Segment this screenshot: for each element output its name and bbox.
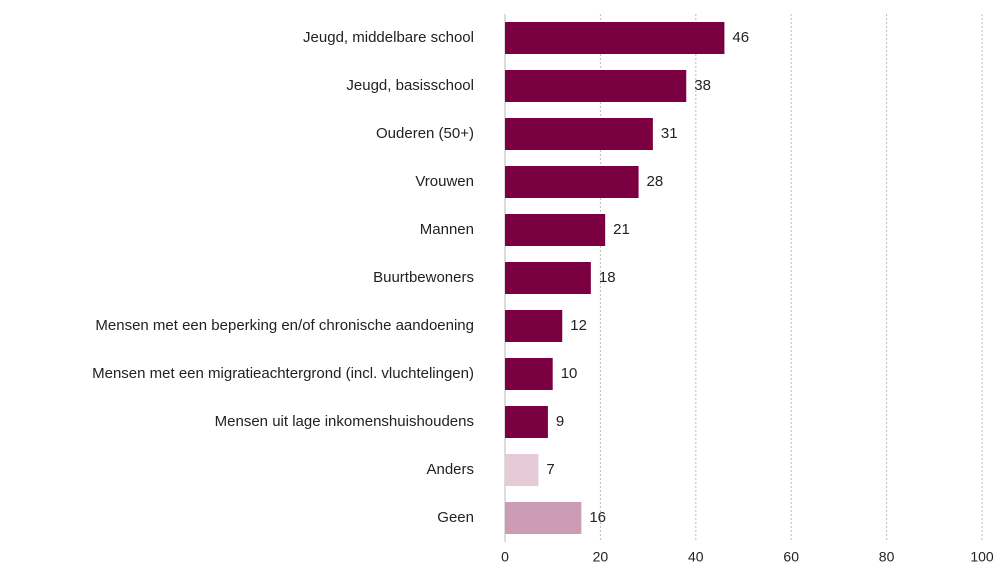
value-label: 31: [661, 125, 678, 142]
x-tick-label: 60: [783, 549, 799, 565]
bar: [505, 70, 687, 102]
value-label: 16: [589, 509, 606, 526]
bar: [505, 406, 548, 438]
value-label: 7: [546, 461, 554, 478]
x-tick-label: 80: [879, 549, 895, 565]
value-label: 38: [694, 77, 711, 94]
bar: [505, 166, 639, 198]
value-label: 9: [556, 413, 564, 430]
category-label: Mensen uit lage inkomenshuishoudens: [215, 413, 474, 430]
bar: [505, 454, 539, 486]
category-label: Ouderen (50+): [376, 125, 474, 142]
category-label: Anders: [426, 461, 474, 478]
bar: [505, 310, 563, 342]
x-tick-label: 20: [593, 549, 609, 565]
x-tick-label: 0: [501, 549, 509, 565]
value-label: 21: [613, 221, 630, 238]
x-tick-label: 40: [688, 549, 704, 565]
bar: [505, 118, 653, 150]
value-label: 28: [647, 173, 664, 190]
bar: [505, 214, 606, 246]
bar: [505, 502, 582, 534]
bar: [505, 22, 725, 54]
category-label: Jeugd, middelbare school: [303, 29, 474, 46]
category-label: Vrouwen: [415, 173, 474, 190]
category-label: Mensen met een migratieachtergrond (incl…: [92, 365, 474, 382]
category-label: Mensen met een beperking en/of chronisch…: [95, 317, 474, 334]
bar: [505, 262, 591, 294]
category-label: Geen: [437, 509, 474, 526]
category-label: Mannen: [420, 221, 474, 238]
category-label: Buurtbewoners: [373, 269, 474, 286]
x-tick-label: 100: [970, 549, 994, 565]
category-label: Jeugd, basisschool: [346, 77, 474, 94]
value-label: 10: [561, 365, 578, 382]
value-label: 18: [599, 269, 616, 286]
value-label: 46: [732, 29, 749, 46]
bar: [505, 358, 553, 390]
value-label: 12: [570, 317, 587, 334]
